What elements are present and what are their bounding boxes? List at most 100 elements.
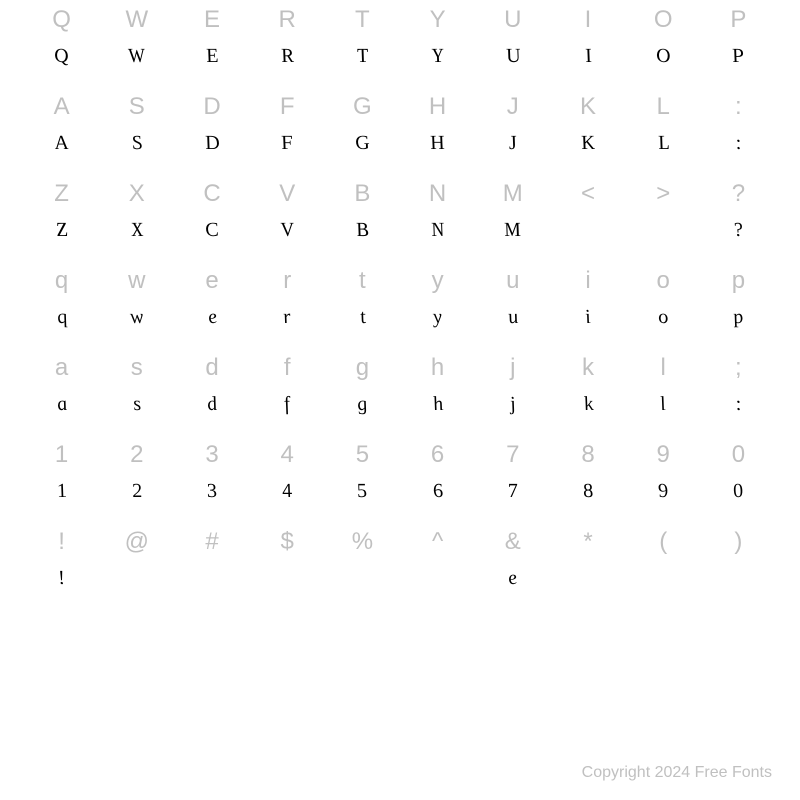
reference-char: j [510, 356, 515, 380]
font-glyph: 5 [355, 481, 369, 501]
font-glyph: h [430, 394, 444, 414]
font-glyph: : [733, 394, 744, 414]
reference-char: 2 [130, 443, 143, 467]
reference-char: Y [430, 8, 446, 32]
reference-char: k [582, 356, 594, 380]
reference-char: r [283, 269, 291, 293]
reference-char: * [583, 530, 592, 554]
font-glyph: p [731, 307, 745, 327]
character-grid: QQWWEERRTTYYUUIIOOPPAASSDDFFGGHHJJKKLL::… [0, 0, 800, 617]
char-cell: > [626, 182, 701, 269]
reference-char: F [280, 95, 295, 119]
reference-char: P [730, 8, 746, 32]
reference-char: o [657, 269, 670, 293]
char-cell: 99 [626, 443, 701, 530]
char-cell: hh [400, 356, 475, 443]
char-cell: QQ [24, 8, 99, 95]
reference-char: l [661, 356, 666, 380]
font-glyph: W [126, 46, 147, 66]
font-glyph: ? [731, 220, 745, 240]
font-glyph: k [581, 394, 594, 414]
char-cell: 77 [475, 443, 550, 530]
char-cell: dd [174, 356, 249, 443]
font-glyph: a [54, 394, 68, 414]
font-glyph: H [428, 133, 447, 153]
reference-char: & [505, 530, 521, 554]
char-cell: @ [99, 530, 174, 617]
reference-char: 5 [356, 443, 369, 467]
reference-char: V [279, 182, 295, 206]
font-glyph: N [429, 220, 447, 240]
reference-char: # [205, 530, 218, 554]
char-cell: RR [250, 8, 325, 95]
reference-char: 6 [431, 443, 444, 467]
font-glyph: i [583, 307, 593, 327]
reference-char: ? [732, 182, 745, 206]
font-glyph: d [205, 394, 219, 414]
char-cell: 44 [250, 443, 325, 530]
reference-char: i [585, 269, 590, 293]
font-glyph: f [282, 394, 292, 414]
reference-char: @ [125, 530, 149, 554]
char-cell: DD [174, 95, 249, 182]
char-cell: ( [626, 530, 701, 617]
font-glyph: F [279, 133, 295, 153]
reference-char: I [585, 8, 592, 32]
reference-char: < [581, 182, 595, 206]
reference-char: 3 [205, 443, 218, 467]
reference-char: q [55, 269, 68, 293]
font-glyph: S [130, 133, 144, 153]
char-cell: 22 [99, 443, 174, 530]
reference-char: % [352, 530, 373, 554]
reference-char: O [654, 8, 673, 32]
reference-char: > [656, 182, 670, 206]
reference-char: ; [735, 356, 742, 380]
char-cell: AA [24, 95, 99, 182]
reference-char: : [735, 95, 742, 119]
char-cell: CC [174, 182, 249, 269]
reference-char: W [125, 8, 148, 32]
reference-char: p [732, 269, 745, 293]
font-glyph: e [205, 307, 218, 327]
char-cell: tt [325, 269, 400, 356]
char-cell: % [325, 530, 400, 617]
reference-char: s [131, 356, 143, 380]
char-cell: 00 [701, 443, 776, 530]
font-glyph: 7 [506, 481, 520, 501]
font-glyph: s [131, 394, 143, 414]
char-cell: WW [99, 8, 174, 95]
font-glyph: 4 [280, 481, 294, 501]
char-cell: 88 [550, 443, 625, 530]
reference-char: D [203, 95, 220, 119]
reference-char: J [507, 95, 519, 119]
char-cell: # [174, 530, 249, 617]
reference-char: e [205, 269, 218, 293]
char-cell: XX [99, 182, 174, 269]
char-cell: 55 [325, 443, 400, 530]
font-glyph: 1 [54, 481, 68, 501]
char-cell: 11 [24, 443, 99, 530]
char-cell: HH [400, 95, 475, 182]
font-glyph: B [354, 220, 370, 240]
char-cell: !! [24, 530, 99, 617]
reference-char: M [503, 182, 523, 206]
char-cell: * [550, 530, 625, 617]
char-cell: KK [550, 95, 625, 182]
font-glyph: E [204, 46, 220, 66]
font-glyph: 6 [430, 481, 444, 501]
reference-char: 7 [506, 443, 519, 467]
char-cell: UU [475, 8, 550, 95]
reference-char: 1 [55, 443, 68, 467]
font-glyph: l [658, 394, 668, 414]
char-cell: JJ [475, 95, 550, 182]
reference-char: ) [734, 530, 742, 554]
reference-char: h [431, 356, 444, 380]
char-cell: &e [475, 530, 550, 617]
char-cell: oo [626, 269, 701, 356]
font-glyph: P [730, 46, 746, 66]
font-glyph: V [279, 220, 295, 240]
font-glyph: y [431, 307, 444, 327]
font-glyph: Y [430, 46, 445, 66]
reference-char: ^ [432, 530, 443, 554]
font-glyph: D [203, 133, 222, 153]
